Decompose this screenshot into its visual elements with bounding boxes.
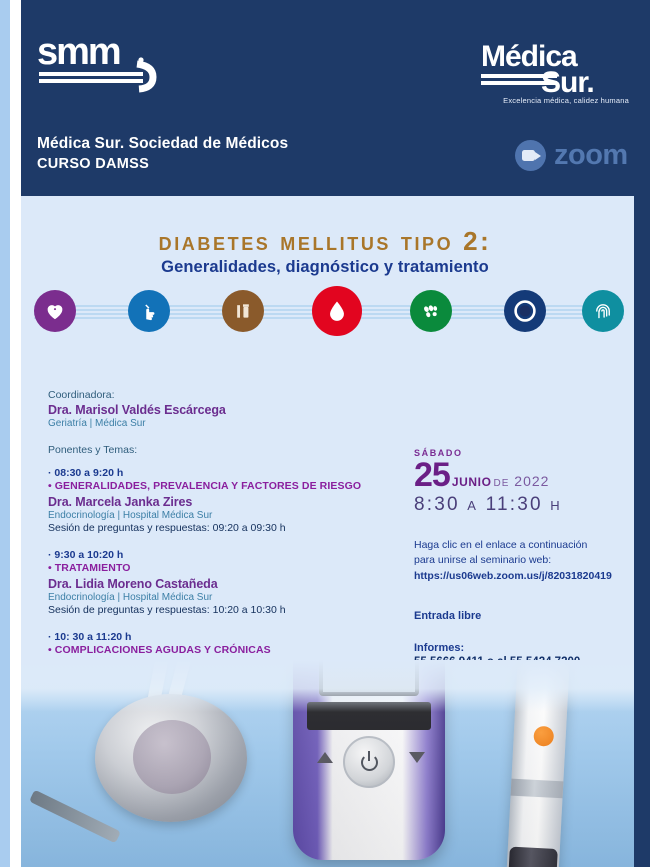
- left-edge-stripe: [0, 0, 10, 867]
- medica-sur-tagline: Excelencia médica, calidez humana: [503, 96, 629, 105]
- blood-drop-icon: [312, 286, 362, 336]
- glucose-meter: [293, 660, 445, 860]
- left-edge-white: [10, 0, 21, 867]
- coordinator-affiliation: Geriatría | Médica Sur: [48, 418, 146, 430]
- arrow-down-icon: [409, 752, 425, 763]
- medica-sur-logo: Médica Sur.: [481, 36, 626, 108]
- event-hours: 8:30 a 11:30 h: [414, 494, 562, 516]
- session-time: · 9:30 a 10:20 h: [48, 548, 124, 561]
- meter-bezel: [307, 702, 431, 730]
- coordinator-name: Dra. Marisol Valdés Escárcega: [48, 403, 226, 418]
- session-speaker: Dra. Marcela Janka Zires: [48, 494, 193, 509]
- session-topic: • GENERALIDADES, PREVALENCIA Y FACTORES …: [48, 480, 362, 493]
- contact-label: Informes:: [414, 641, 465, 654]
- session-time: · 08:30 a 9:20 h: [48, 466, 124, 479]
- join-instructions: Haga clic en el enlace a continuación pa…: [414, 538, 629, 584]
- fingerprint-icon: [582, 290, 624, 332]
- admission-note: Entrada libre: [414, 609, 482, 622]
- pen-ring: [510, 778, 564, 799]
- session-topic: • TRATAMIENTO: [48, 562, 131, 575]
- speakers-label: Ponentes y Temas:: [48, 444, 138, 457]
- meter-screen: [319, 660, 419, 696]
- right-edge-stripe: [634, 0, 650, 867]
- power-button: [343, 736, 395, 788]
- event-info-column: Sábado 25 junio de 2022 8:30 a 11:30 h H…: [414, 444, 629, 687]
- session-topic: • COMPLICACIONES AGUDAS Y CRÓNICAS: [48, 644, 271, 657]
- session-affiliation: Endocrinología | Hospital Médica Sur: [48, 509, 213, 521]
- video-camera-icon: [515, 140, 546, 171]
- webinar-link[interactable]: https://us06web.zoom.us/j/82031820419: [414, 569, 612, 582]
- event-day: 25: [414, 456, 451, 494]
- smm-logo: smm: [37, 31, 172, 94]
- poster-header: smm Médica Sur. Excelencia médica, calid…: [21, 0, 634, 196]
- page-title: Diabetes Mellitus tipo 2:: [158, 226, 492, 256]
- session-qa: Sesión de preguntas y respuestas: 09:20 …: [48, 522, 286, 535]
- finger-prick-icon: [128, 290, 170, 332]
- heart-icon: [34, 290, 76, 332]
- session-item: · 08:30 a 9:20 h • GENERALIDADES, PREVAL…: [48, 467, 378, 536]
- session-time: · 10: 30 a 11:20 h: [48, 630, 132, 643]
- session-speaker: Dra. Lidia Moreno Castañeda: [48, 576, 218, 591]
- stethoscope-diaphragm: [133, 720, 211, 794]
- release-button-icon: [533, 725, 555, 747]
- event-month: junio: [451, 471, 492, 490]
- join-line-1: Haga clic en el enlace a continuación: [414, 539, 588, 552]
- lancing-pen: [505, 660, 573, 867]
- session-item: · 9:30 a 10:20 h • TRATAMIENTO Dra. Lidi…: [48, 549, 378, 618]
- insulin-vial-icon: [222, 290, 264, 332]
- svg-text:Médica: Médica: [481, 40, 578, 73]
- program-column: Coordinadora: Dra. Marisol Valdés Escárc…: [48, 389, 378, 700]
- organizer-block: Médica Sur. Sociedad de Médicos CURSO DA…: [37, 133, 288, 174]
- zoom-wordmark: zoom: [554, 139, 628, 171]
- session-qa: Sesión de preguntas y respuestas: 10:20 …: [48, 604, 286, 617]
- join-line-2: para unirse al seminario web:: [414, 554, 552, 567]
- icon-strip: [34, 286, 624, 336]
- metal-probe: [29, 789, 121, 844]
- event-year: de 2022: [493, 473, 550, 489]
- page-subtitle: Generalidades, diagnóstico y tratamiento: [161, 258, 489, 276]
- event-date: 25 junio de 2022: [414, 456, 629, 494]
- pen-cap: [506, 846, 558, 867]
- coordinator-label: Coordinadora:: [48, 389, 115, 401]
- svg-text:smm: smm: [37, 32, 120, 73]
- eye-icon: [504, 290, 546, 332]
- session-affiliation: Endocrinología | Hospital Médica Sur: [48, 591, 213, 603]
- event-weekday: Sábado: [414, 444, 463, 459]
- content-panel: [21, 196, 634, 706]
- organizer-title: Médica Sur. Sociedad de Médicos: [37, 135, 289, 152]
- course-name: CURSO DAMSS: [37, 156, 150, 173]
- arrow-up-icon: [317, 752, 333, 763]
- diabetes-supplies-photo: [21, 660, 634, 867]
- zoom-logo: zoom: [515, 140, 628, 171]
- power-icon: [360, 750, 378, 771]
- activity-tracks-icon: [410, 290, 452, 332]
